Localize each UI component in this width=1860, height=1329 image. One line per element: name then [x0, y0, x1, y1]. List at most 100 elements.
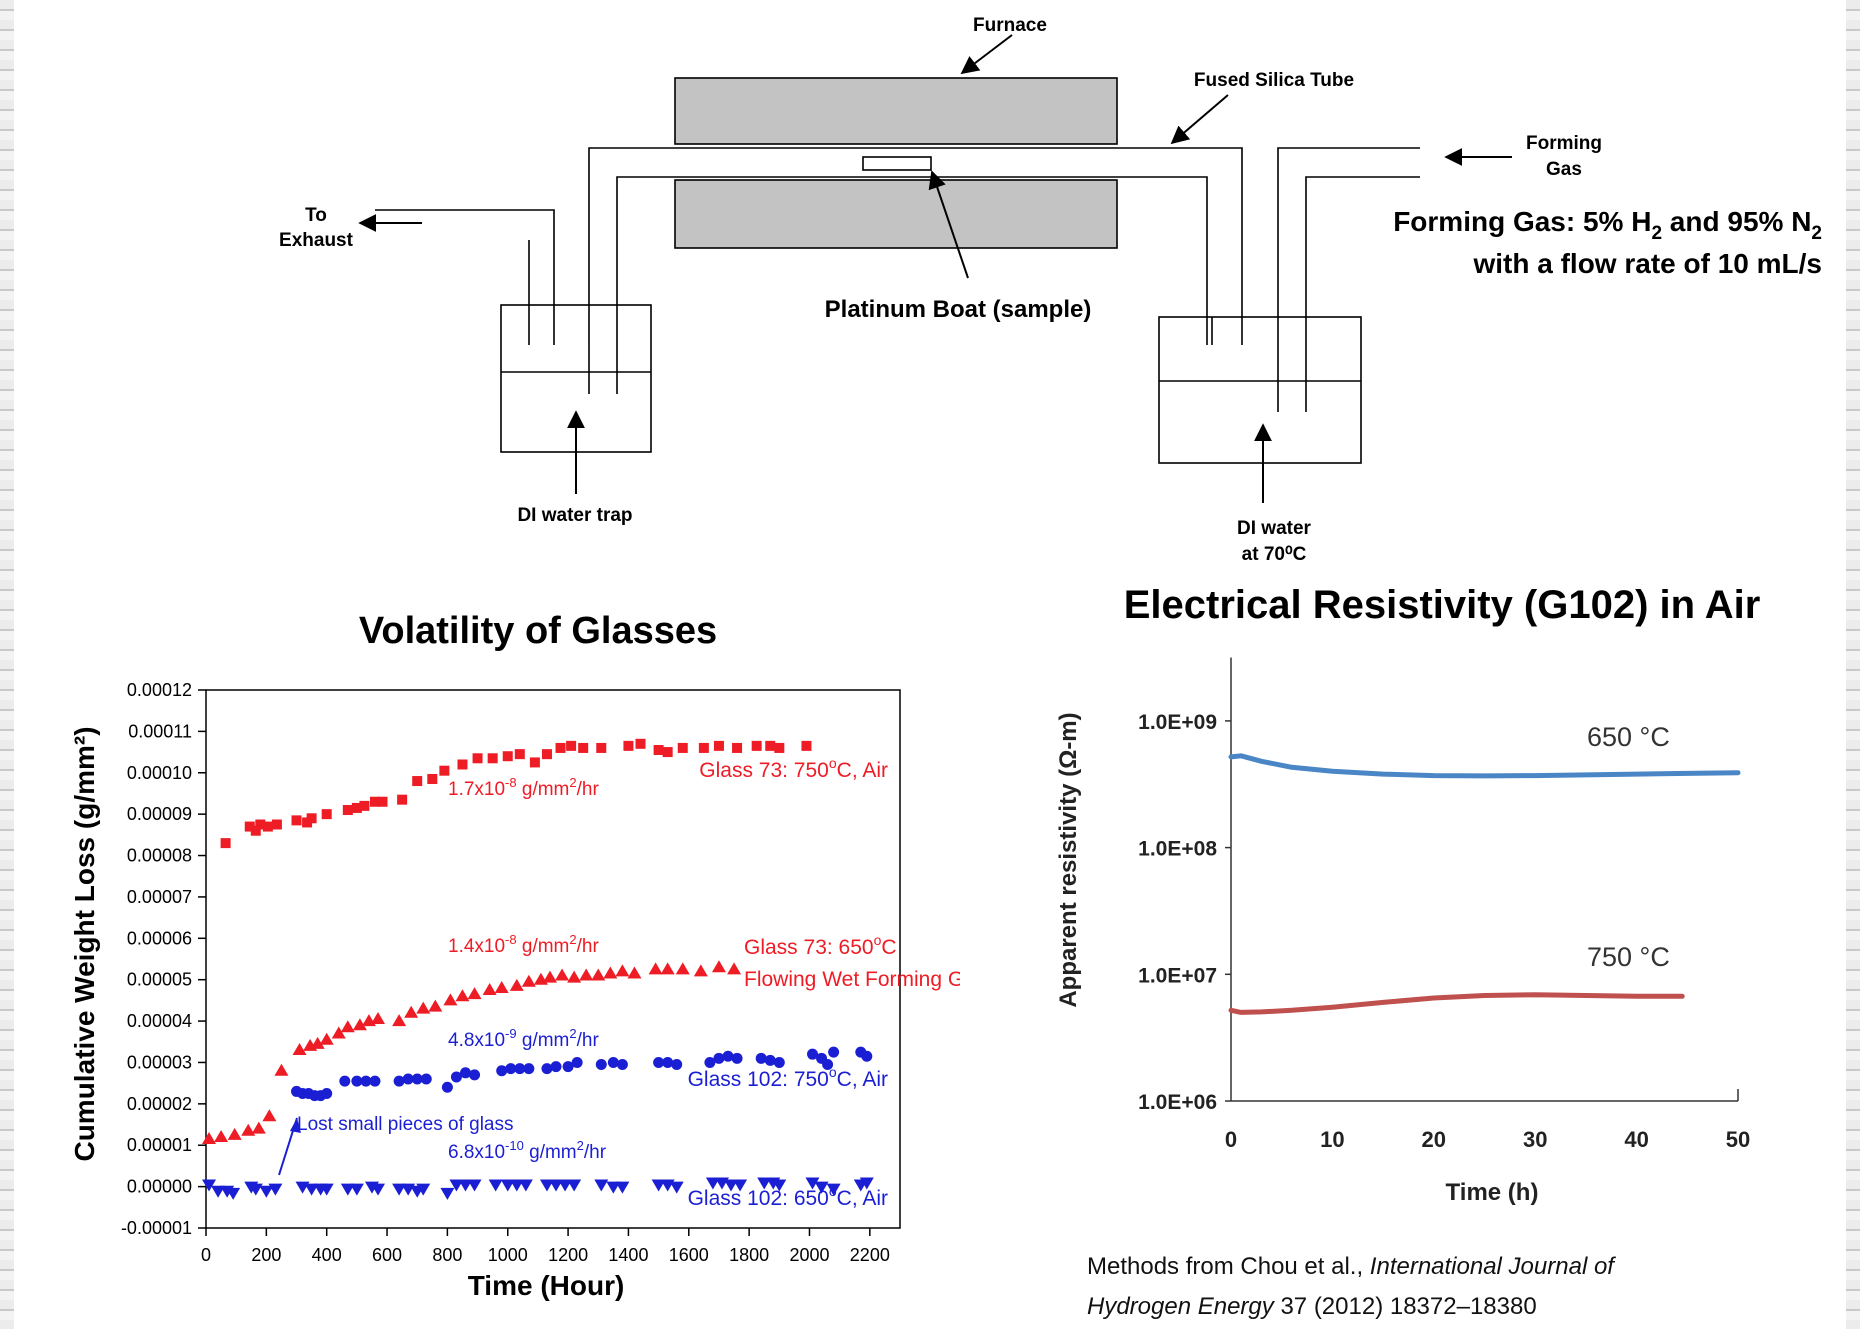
data-point-triangle	[627, 966, 642, 979]
gas-inlet-inner	[1305, 176, 1420, 412]
data-point-square	[377, 796, 388, 807]
resistivity-title: Electrical Resistivity (G102) in Air	[1124, 583, 1761, 627]
exhaust-label-2: Exhaust	[279, 230, 354, 251]
data-point-circle	[653, 1056, 665, 1068]
citation: Methods from Chou et al., International …	[1087, 1253, 1616, 1320]
label-73-650: Glass 73: 650oC	[744, 932, 897, 959]
data-point-triangle	[331, 1026, 346, 1039]
data-point-triangle-down	[606, 1181, 621, 1194]
citation-line2: Hydrogen Energy 37 (2012) 18372–18380	[1087, 1293, 1537, 1320]
data-point-square	[244, 821, 255, 832]
data-point-circle	[822, 1059, 834, 1071]
volatility-x-tick-label: 2000	[789, 1245, 829, 1265]
volatility-plot-frame	[205, 689, 901, 1229]
gas-note-line2: with a flow rate of 10 mL/s	[1472, 248, 1822, 279]
data-point-square	[502, 751, 513, 762]
data-point-square	[765, 740, 776, 751]
resistivity-x-label: Time (h)	[1446, 1179, 1539, 1206]
volatility-y-tick-label: 0.00009	[127, 804, 192, 824]
data-point-triangle-down	[340, 1183, 355, 1196]
data-point-triangle	[693, 964, 708, 977]
data-point-square	[472, 753, 483, 764]
platinum-boat	[862, 156, 932, 171]
volatility-x-tick-label: 1600	[669, 1245, 709, 1265]
apparatus-diagram: Furnace Fused Silica Tube Forming Gas To…	[279, 15, 1822, 565]
volatility-y-tick-label: 0.00011	[128, 721, 192, 741]
data-point-circle	[713, 1052, 725, 1064]
data-point-triangle	[241, 1123, 256, 1136]
furnace-arrow	[960, 34, 1013, 75]
data-point-triangle-down	[669, 1181, 684, 1194]
volatility-x-tick-label: 400	[312, 1245, 342, 1265]
data-point-triangle	[603, 966, 618, 979]
data-point-triangle-down	[539, 1179, 554, 1192]
trap-label: DI water trap	[517, 505, 632, 526]
volatility-y-tick-label: 0.00008	[127, 846, 192, 866]
volatility-chart: Volatility of Glasses 0 200 400 600 800 1000 1…	[69, 610, 960, 1301]
volatility-series-1	[202, 960, 742, 1145]
data-point-circle	[411, 1073, 423, 1085]
data-point-circle	[402, 1073, 414, 1085]
data-point-triangle	[579, 968, 594, 981]
resistivity-x-tick-label: 30	[1523, 1127, 1547, 1152]
data-point-circle	[420, 1073, 432, 1085]
resistivity-y-label: Apparent resistivity (Ω-m)	[1055, 712, 1082, 1007]
data-point-triangle-down	[349, 1183, 364, 1196]
water-label-2: at 70⁰C	[1242, 544, 1307, 565]
data-point-triangle-down	[724, 1179, 739, 1192]
data-point-triangle	[591, 968, 606, 981]
label-102-750: Glass 102: 750oC, Air	[688, 1064, 888, 1091]
data-point-square	[439, 765, 450, 776]
lost-pieces-note: Lost small pieces of glass	[297, 1114, 514, 1135]
resistivity-y-tick-label: 1.0E+06	[1138, 1091, 1217, 1114]
volatility-x-tick-label: 2200	[850, 1245, 890, 1265]
data-point-square	[578, 742, 589, 753]
data-point-square	[220, 838, 231, 849]
data-point-square	[529, 757, 540, 768]
data-point-square	[635, 738, 646, 749]
resistivity-chart: Electrical Resistivity (G102) in Air 0 10…	[1055, 583, 1761, 1206]
data-point-triangle-down	[449, 1179, 464, 1192]
resistivity-x-tick-label: 50	[1726, 1127, 1750, 1152]
data-point-circle	[571, 1056, 583, 1068]
data-point-square	[801, 740, 812, 751]
label-102-650: Glass 102: 650oC, Air	[688, 1183, 888, 1210]
volatility-x-label: Time (Hour)	[468, 1270, 625, 1301]
data-point-triangle-down	[558, 1179, 573, 1192]
rate-102-750: 4.8x10-9 g/mm2/hr	[448, 1026, 599, 1051]
lost-pieces-arrowhead	[290, 1118, 301, 1133]
data-point-circle	[450, 1071, 462, 1083]
data-point-triangle	[404, 1005, 419, 1018]
data-point-triangle-down	[211, 1185, 226, 1198]
data-point-triangle-down	[268, 1183, 283, 1196]
data-point-square	[255, 819, 266, 830]
data-point-square	[541, 749, 552, 760]
data-point-triangle-down	[772, 1179, 787, 1192]
data-point-circle	[828, 1046, 840, 1058]
volatility-y-tick-label: 0.00010	[127, 763, 192, 783]
data-point-triangle	[227, 1127, 242, 1140]
data-point-circle	[704, 1056, 716, 1068]
data-point-circle	[550, 1061, 562, 1073]
gas-inlet-outer	[1277, 147, 1420, 412]
data-point-square	[662, 747, 673, 758]
left-border-decoration	[0, 0, 14, 1329]
data-point-triangle-down	[500, 1179, 515, 1192]
data-point-triangle	[392, 1014, 407, 1027]
data-point-triangle	[509, 978, 524, 991]
data-point-triangle-down	[567, 1179, 582, 1192]
gas-note-line1: Forming Gas: 5% H2 and 95% N2	[1393, 206, 1822, 244]
label-73-650-gas: Flowing Wet Forming Gas	[744, 968, 960, 991]
resistivity-x-tick-label: 20	[1422, 1127, 1446, 1152]
data-point-circle	[321, 1088, 333, 1099]
data-point-triangle-down	[304, 1183, 319, 1196]
data-point-circle	[562, 1061, 574, 1073]
water-label-1: DI water	[1237, 518, 1312, 539]
series-label-650: 650 °C	[1587, 722, 1670, 752]
data-point-circle	[616, 1059, 628, 1071]
volatility-y-tick-label: 0.00007	[127, 887, 192, 907]
data-point-triangle-down	[826, 1183, 841, 1196]
data-point-triangle-down	[549, 1179, 564, 1192]
data-point-circle	[755, 1052, 767, 1064]
data-point-circle	[607, 1056, 619, 1068]
